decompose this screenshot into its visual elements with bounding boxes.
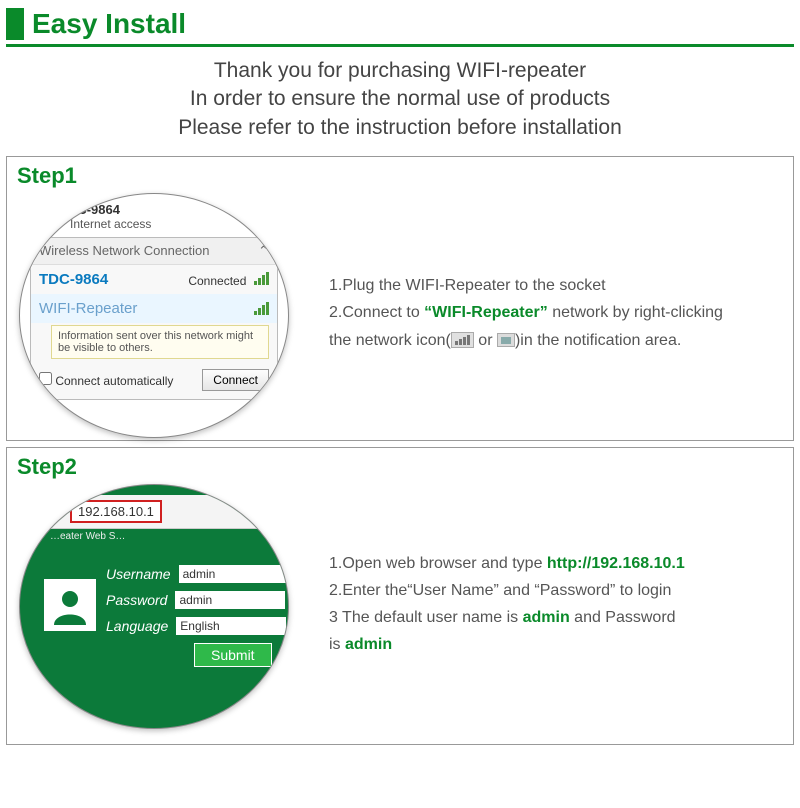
url-highlighted[interactable]: 192.168.10.1 — [70, 500, 162, 523]
language-label: Language — [106, 618, 168, 634]
intro-text: Thank you for purchasing WIFI-repeater I… — [0, 57, 800, 142]
signal-bars-icon — [451, 332, 474, 348]
step1-box: Step1 TDC-9864 Internet access Wireless … — [6, 156, 794, 441]
step2-instructions: 1.Open web browser and type http://192.1… — [329, 550, 781, 659]
browser-address-bar: 192.168.10.1 — [40, 495, 268, 529]
step1-line2: 2.Connect to “WIFI-Repeater” network by … — [329, 299, 781, 326]
header: Easy Install — [0, 8, 800, 40]
intro-line-1: Thank you for purchasing WIFI-repeater — [0, 57, 800, 85]
username-input[interactable] — [179, 565, 289, 583]
step2-line3: 3 The default user name is admin and Pas… — [329, 604, 781, 631]
step2-line2: 2.Enter the“User Name” and “Password” to… — [329, 577, 781, 604]
submit-button[interactable]: Submit — [194, 643, 272, 667]
password-label: Password — [106, 592, 167, 608]
step2-line4: is admin — [329, 631, 781, 658]
password-input[interactable] — [175, 591, 285, 609]
auto-connect-label: Connect automatically — [55, 374, 173, 388]
step2-label: Step2 — [7, 448, 793, 480]
header-accent-block — [6, 8, 24, 40]
page-title: Easy Install — [32, 8, 186, 40]
monitor-icon — [497, 333, 515, 347]
avatar-icon — [44, 579, 96, 631]
security-warning: Information sent over this network might… — [51, 325, 269, 359]
connected-label: Connected — [188, 274, 246, 288]
wifi-signal-icon — [254, 302, 269, 315]
network-name-repeater: WIFI-Repeater — [39, 300, 137, 317]
connect-button[interactable]: Connect — [202, 369, 269, 391]
wifi-signal-icon — [254, 272, 269, 285]
chevron-up-icon[interactable]: ⌃ — [258, 243, 269, 259]
network-row-tdc[interactable]: TDC-9864 Connected — [31, 265, 277, 294]
step1-line1: 1.Plug the WIFI-Repeater to the socket — [329, 272, 781, 299]
step2-line1: 1.Open web browser and type http://192.1… — [329, 550, 781, 577]
network-row-repeater[interactable]: WIFI-Repeater — [31, 294, 277, 323]
network-panel: Wireless Network Connection ⌃ TDC-9864 C… — [30, 237, 278, 400]
language-select[interactable] — [176, 617, 286, 635]
username-label: Username — [106, 566, 171, 582]
panel-title: Wireless Network Connection — [39, 243, 210, 259]
device-status: Internet access — [70, 217, 278, 231]
auto-connect-checkbox[interactable]: Connect automatically — [39, 372, 173, 388]
step2-illustration: 192.168.10.1 …eater Web S… Username Pass… — [19, 484, 309, 724]
browser-tab: …eater Web S… — [50, 531, 125, 542]
intro-line-3: Please refer to the instruction before i… — [0, 114, 800, 142]
step1-instructions: 1.Plug the WIFI-Repeater to the socket 2… — [329, 272, 781, 354]
header-underline — [6, 44, 794, 47]
device-name: TDC-9864 — [60, 202, 278, 217]
login-form: Username Password Language Submit — [50, 565, 268, 667]
step2-box: Step2 192.168.10.1 …eater Web S… Usernam… — [6, 447, 794, 745]
intro-line-2: In order to ensure the normal use of pro… — [0, 85, 800, 113]
auto-connect-input[interactable] — [39, 372, 52, 385]
step1-line3: the network icon( or )in the notificatio… — [329, 327, 781, 354]
step1-illustration: TDC-9864 Internet access Wireless Networ… — [19, 193, 309, 433]
network-name-tdc: TDC-9864 — [39, 271, 108, 288]
step1-label: Step1 — [7, 157, 793, 189]
